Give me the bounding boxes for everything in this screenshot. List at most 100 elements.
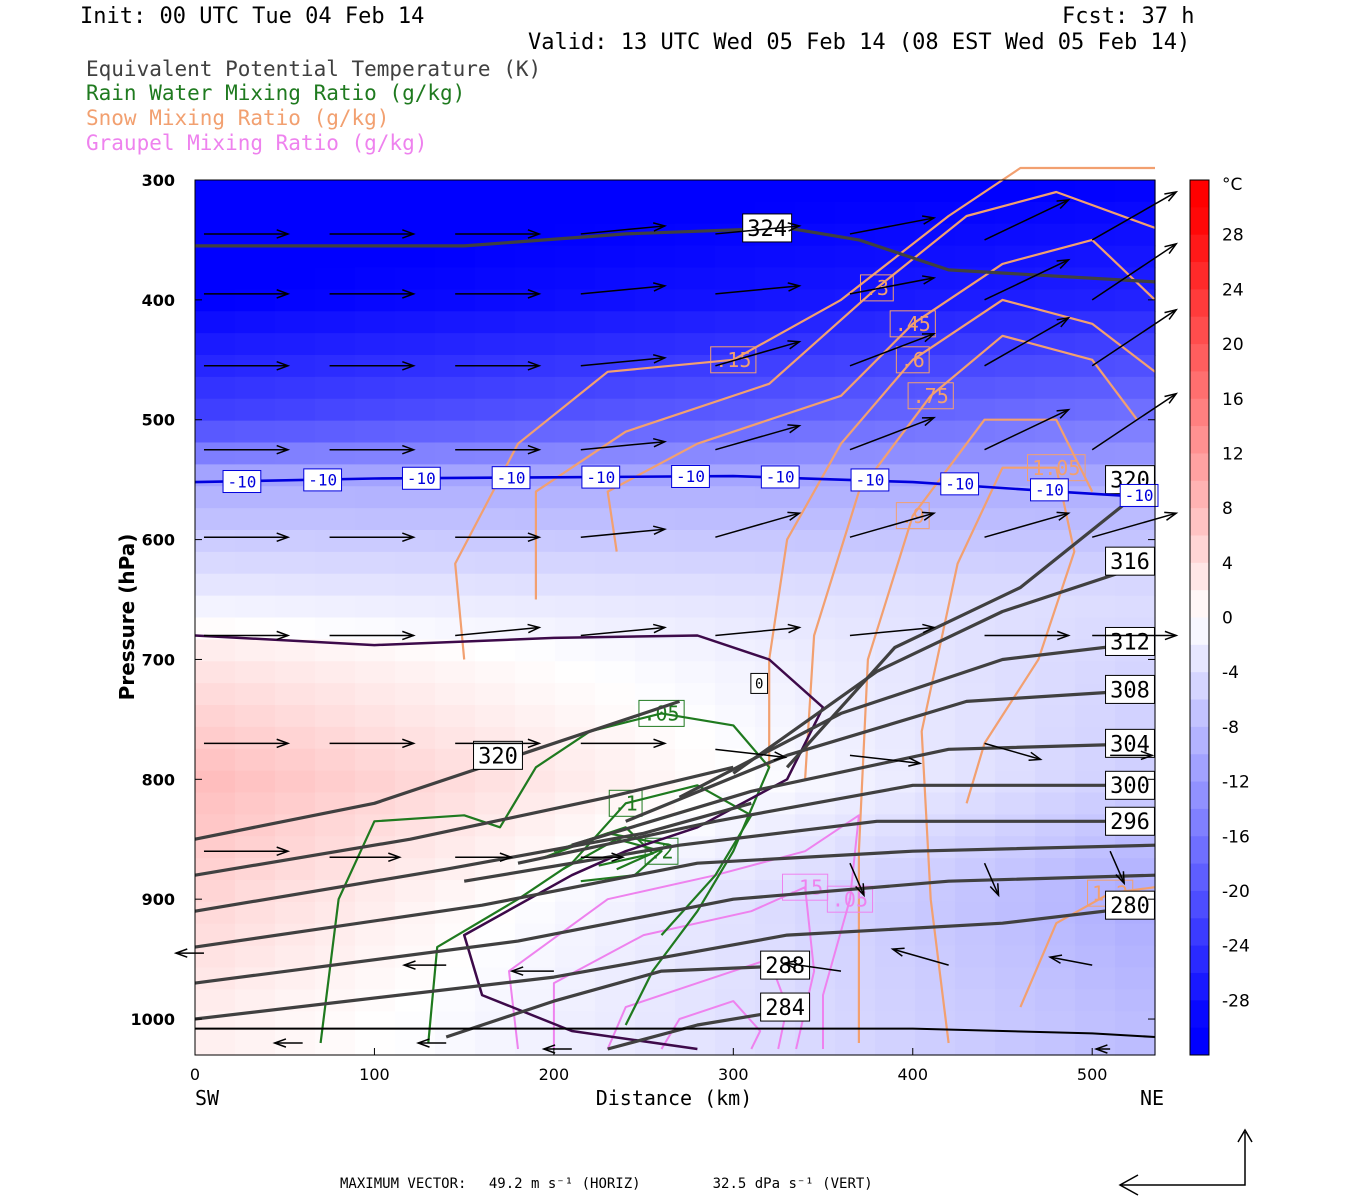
wind-vector-head [527,444,542,455]
reference-vector-horiz-head [1118,1174,1139,1196]
wind-vector [580,285,665,295]
temperature-cell [515,376,556,400]
temperature-cell [395,530,436,553]
temperature-cell [355,289,396,312]
temperature-cell [275,245,316,269]
wind-vector-head [1057,630,1071,641]
temperature-cell [595,551,636,575]
temperature-cell [1035,726,1076,750]
colorbar-cell [1190,699,1209,728]
temperature-cell [595,639,636,662]
temperature-cell [715,705,756,728]
graupel-contour-label-box [781,873,829,901]
wind-vector-head [921,511,937,521]
temperature-cell [915,595,956,619]
temperature-cell [675,683,716,706]
wind-vector [715,748,786,759]
temperature-cell [395,661,436,684]
temperature-cell [235,748,276,772]
wind-vector-head [1056,258,1071,269]
isotherm-label-box [491,466,531,490]
rain-contour [562,838,663,883]
temperature-cell [635,530,676,553]
wind-vector-head [1115,871,1126,886]
temperature-cell [275,289,316,312]
snow-contour-label: .6 [895,346,930,374]
temperature-cell [715,486,756,509]
temperature-cell [795,355,836,378]
temperature-cell [355,201,396,225]
temperature-cell [635,573,676,597]
wind-vector [984,259,1069,301]
wind-vector [715,341,800,367]
temperature-cell [995,376,1036,400]
temperature-cell [755,551,796,575]
temperature-cell [915,967,956,990]
wind-vector [715,225,800,235]
colorbar-cell [1190,836,1209,865]
snow-contour-label-text: .75 [913,384,949,408]
temperature-cell [435,530,476,553]
temperature-cell [515,245,556,269]
temperature-cell [555,705,596,728]
theta-e-contour [625,687,1156,823]
temperature-cell [835,376,876,400]
temperature-cell [955,442,996,465]
temperature-cell [875,945,916,969]
colorbar-tick-label: -8 [1222,718,1239,738]
snow-contour-label-box [859,274,894,302]
temperature-cell [675,617,716,640]
temperature-cell [595,967,636,990]
temperature-cell [1075,355,1116,378]
rain-contour [319,712,771,1044]
temperature-cell [555,376,596,400]
isotherm-label-box [850,468,890,492]
temperature-cell [1115,595,1156,619]
temperature-cell [1115,573,1156,597]
colorbar-cell [1190,480,1209,509]
temperature-cell [555,267,596,290]
temperature-cell [275,1011,316,1034]
temperature-cell [315,726,356,750]
wind-vector-head [527,623,542,634]
temperature-cell [875,836,916,859]
theta-e-label-box [473,740,523,770]
temperature-cell [795,201,836,225]
theta-e-contour [732,559,1156,775]
temperature-cell [835,420,876,444]
temperature-cell [875,355,916,378]
theta-e-label: 308 [1105,674,1155,704]
wind-vector-head [922,623,937,634]
temperature-cell [315,705,356,728]
temperature-cell [195,748,236,772]
temperature-cell [795,1033,836,1056]
temperature-cell [1035,901,1076,925]
wind-vector [1091,243,1177,301]
y-tick-label: 700 [142,650,175,669]
temperature-cell [395,398,436,422]
temperature-cell [795,442,836,465]
wind-vector-head [276,630,291,641]
temperature-cell [635,333,676,356]
wind-vector-head [276,532,291,543]
theta-e-label-text: 320 [478,744,518,769]
temperature-cell [195,333,236,356]
wind-vector-head [1140,750,1155,761]
temperature-cell [1075,595,1116,619]
temperature-cell [435,1033,476,1056]
y-tick-label: 1000 [130,1010,175,1029]
temperature-cell [835,573,876,597]
snow-contours: .15.3.45.6.75.91.051.2 [454,166,1156,1044]
wind-vector-head [402,960,416,970]
temperature-cell [835,267,876,290]
legend-rain-water: Rain Water Mixing Ratio (g/kg) [86,81,466,105]
temperature-cell [875,530,916,553]
y-tick-label: 800 [142,770,175,789]
temperature-cell [515,201,556,225]
y-tick-label: 400 [142,291,175,310]
temperature-cell [275,551,316,575]
theta-e-label: 312 [1105,626,1155,656]
temperature-cell [395,923,436,947]
temperature-cell [355,442,396,465]
temperature-cell [915,355,956,378]
